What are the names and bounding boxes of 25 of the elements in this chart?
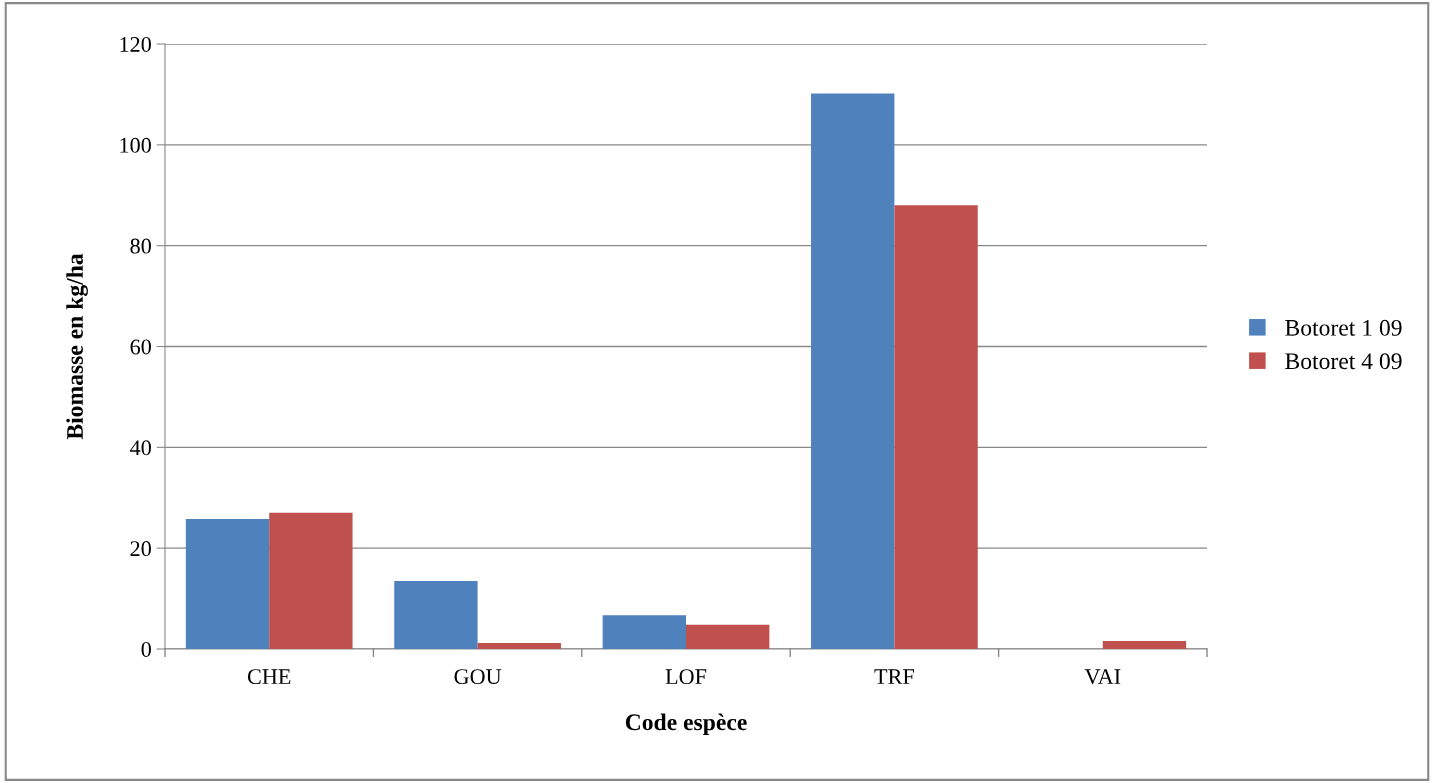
- bar: [686, 624, 770, 649]
- y-tick-label: 80: [130, 238, 151, 254]
- bar: [477, 642, 561, 649]
- y-tick-label: 100: [120, 137, 151, 153]
- x-tick-label: TRF: [874, 669, 914, 684]
- y-tick-label: 60: [130, 339, 151, 355]
- bar: [894, 205, 978, 649]
- bar: [394, 580, 478, 649]
- x-tick-label: GOU: [454, 669, 502, 685]
- x-axis-title: Code espèce: [625, 713, 747, 736]
- bar: [811, 93, 895, 649]
- x-tick-label: CHE: [247, 669, 291, 685]
- y-tick-label: 20: [130, 541, 151, 557]
- x-tick-label: LOF: [665, 669, 707, 685]
- legend-label: Botoret 1 09: [1285, 319, 1402, 336]
- bar: [269, 512, 353, 649]
- y-tick-label: 120: [120, 36, 151, 52]
- x-tick-label: VAI: [1084, 669, 1121, 685]
- y-tick-label: 0: [141, 641, 151, 657]
- y-tick-label: 40: [130, 440, 151, 456]
- bar: [185, 518, 270, 649]
- legend-label: Botoret 4 09: [1285, 353, 1402, 370]
- bar: [602, 615, 686, 649]
- y-axis-title: Biomasse en kg/ha: [66, 253, 88, 440]
- bar: [1102, 640, 1187, 649]
